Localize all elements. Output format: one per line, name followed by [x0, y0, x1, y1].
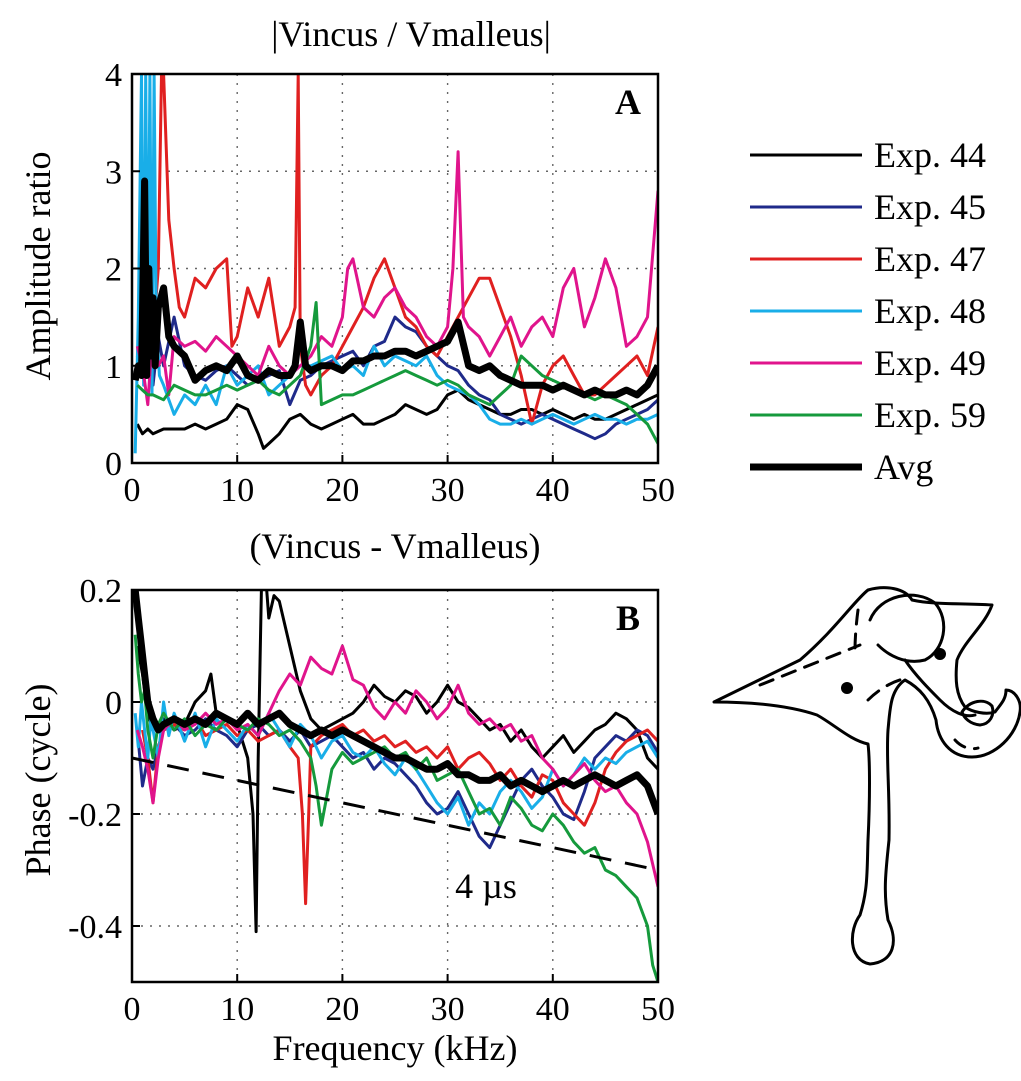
chart-a-xtick-label: 0	[124, 472, 141, 509]
chart-b-ticks: 0 10 20 30 40 50 0.2 0 -0.2 -0.4	[68, 573, 675, 1028]
legend-label-exp-49: Exp. 49	[874, 343, 986, 383]
chart-b-plot-area	[132, 590, 658, 982]
chart-b-ytick-label: 0	[105, 685, 122, 722]
chart-b-ytick-label: -0.4	[68, 909, 122, 946]
legend: Exp. 44 Exp. 45 Exp. 47 Exp. 48 Exp. 49 Exp. …	[750, 135, 986, 487]
incus-dot-marker	[934, 648, 946, 660]
chart-b-xtick-label: 50	[641, 991, 675, 1028]
chart-b-series-reference-dashed	[132, 756, 658, 872]
chart-a-xtick-label: 50	[641, 472, 675, 509]
legend-label-exp-45: Exp. 45	[874, 187, 986, 227]
chart-a-series-exp-47	[141, 74, 658, 426]
chart-a-series-avg	[132, 177, 658, 399]
ossicle-outline	[712, 586, 1021, 966]
chart-b-series-avg	[132, 590, 658, 816]
chart-b-series-group	[132, 590, 658, 982]
chart-panel-a: |Vincus / Vmalleus| Amplitude ratio (Vin…	[18, 14, 675, 566]
chart-panel-b: Phase (cycle) Frequency (kHz) B 4 µs 0 10…	[18, 573, 675, 1068]
malleus-incus-ossicle-icon	[712, 586, 1021, 966]
incus-body-outline	[868, 593, 946, 663]
chart-a-ytick-label: 1	[105, 349, 122, 386]
chart-b-series-exp-44	[135, 590, 658, 934]
chart-a-panel-label: A	[615, 82, 641, 122]
suture-dash-2	[853, 608, 860, 652]
legend-label-exp-47: Exp. 47	[874, 239, 986, 279]
chart-a-xlabel: (Vincus - Vmalleus)	[249, 526, 540, 566]
incus-process-outline	[903, 658, 977, 718]
chart-a-series-exp-49	[135, 150, 658, 407]
suture-dash-1	[758, 643, 862, 687]
stapes-head-outline	[960, 699, 995, 727]
chart-a-title: |Vincus / Vmalleus|	[271, 14, 551, 54]
chart-b-ytick-label: 0.2	[80, 573, 123, 610]
chart-b-xtick-label: 0	[124, 991, 141, 1028]
chart-a-ylabel: Amplitude ratio	[18, 152, 58, 381]
chart-a-series-exp-44	[135, 388, 658, 450]
chart-a-ytick-label: 3	[105, 154, 122, 191]
chart-a-xtick-label: 40	[536, 472, 570, 509]
chart-a-ytick-label: 4	[105, 57, 122, 94]
legend-label-exp-44: Exp. 44	[874, 135, 986, 175]
chart-a-ticks: 0 10 20 30 40 50 0 1 2 3 4	[105, 57, 675, 509]
suture-dash-3	[866, 676, 910, 702]
chart-a-xtick-label: 10	[220, 472, 254, 509]
chart-b-xtick-label: 40	[536, 991, 570, 1028]
chart-b-frame	[130, 588, 660, 984]
chart-b-xtick-label: 20	[325, 991, 359, 1028]
legend-label-avg: Avg	[874, 447, 933, 487]
malleus-dot-marker	[841, 682, 853, 694]
legend-label-exp-48: Exp. 48	[874, 291, 986, 331]
chart-a-grid	[132, 74, 658, 463]
chart-b-panel-label: B	[616, 598, 640, 638]
chart-a-series-exp-45	[135, 315, 658, 441]
chart-a-series-group	[132, 74, 658, 454]
chart-a-xtick-label: 20	[325, 472, 359, 509]
chart-b-annotation: 4 µs	[455, 866, 517, 906]
chart-a-xtick-label: 30	[431, 472, 465, 509]
chart-b-xlabel: Frequency (kHz)	[273, 1028, 518, 1068]
chart-a-ytick-label: 2	[105, 252, 122, 289]
legend-label-exp-59: Exp. 59	[874, 395, 986, 435]
chart-a-plot-area	[132, 74, 658, 454]
chart-b-ylabel: Phase (cycle)	[18, 684, 58, 877]
chart-a-ytick-label: 0	[105, 446, 122, 483]
chart-b-xtick-label: 30	[431, 991, 465, 1028]
chart-b-xtick-label: 10	[220, 991, 254, 1028]
chart-b-ytick-label: -0.2	[68, 797, 122, 834]
suture-dash-4	[953, 738, 980, 751]
